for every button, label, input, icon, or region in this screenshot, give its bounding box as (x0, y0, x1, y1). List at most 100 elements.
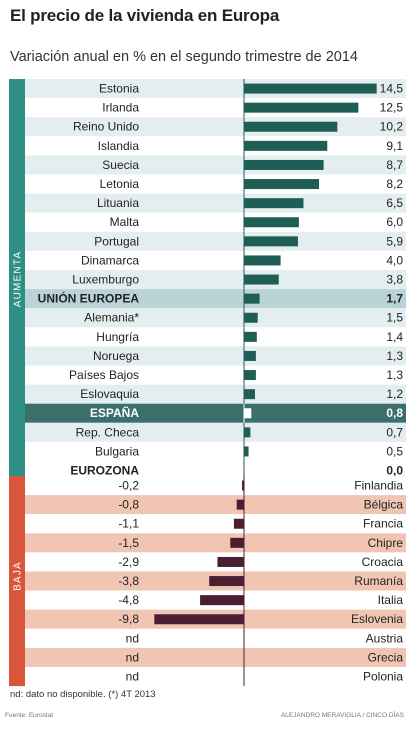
row-background (25, 403, 406, 423)
country-label: Bulgaria (95, 444, 139, 458)
country-label: Malta (110, 215, 140, 229)
row-noruega: Noruega 1,3 (25, 346, 406, 366)
bar (244, 408, 252, 419)
row-croacia: -2,9 Croacia (25, 552, 406, 572)
country-label: Rumanía (354, 574, 403, 588)
bar (236, 499, 244, 510)
bar (200, 595, 244, 606)
value-label: -9,8 (118, 612, 139, 626)
value-label: 0,5 (386, 444, 403, 458)
country-label: Reino Unido (73, 120, 139, 134)
bar (244, 83, 377, 94)
bar (244, 236, 298, 247)
row-background (25, 136, 406, 156)
row-austria: nd Austria (25, 628, 406, 648)
row-background (25, 308, 406, 328)
country-label: Bélgica (364, 498, 404, 512)
value-label: 1,5 (386, 311, 403, 325)
value-label: -1,1 (118, 517, 139, 531)
bar (244, 389, 255, 400)
row-background (25, 174, 406, 194)
value-label: 1,3 (386, 349, 403, 363)
country-label: Finlandia (354, 479, 403, 493)
country-label: EUROZONA (70, 464, 139, 478)
country-label: Italia (378, 593, 404, 607)
chart-subtitle: Variación anual en % en el segundo trime… (10, 49, 358, 65)
row-background (25, 384, 406, 404)
country-label: Croacia (362, 555, 404, 569)
bar (230, 537, 244, 548)
value-label: -4,8 (118, 593, 139, 607)
country-label: Luxemburgo (72, 273, 139, 287)
bar (244, 350, 256, 361)
row-background (25, 461, 406, 481)
bar (244, 255, 281, 266)
bar (233, 518, 244, 529)
country-label: Grecia (368, 650, 404, 664)
row-reino-unido: Reino Unido 10,2 (25, 117, 406, 137)
credit-note: ALEJANDRO MERAVIGLIA / CINCO DÍAS (280, 712, 404, 719)
bar (209, 576, 244, 587)
row-letonia: Letonia 8,2 (25, 174, 406, 194)
bar (244, 217, 299, 228)
country-label: Países Bajos (69, 368, 139, 382)
baja-band (9, 476, 25, 687)
value-label: 1,4 (386, 330, 403, 344)
value-label: 0,8 (386, 406, 403, 420)
bar (244, 274, 279, 285)
value-label: 8,7 (386, 158, 403, 172)
source-note: Fuente: Eurostat (5, 712, 54, 719)
bar (244, 293, 260, 304)
value-label: 12,5 (380, 101, 404, 115)
bar (154, 614, 244, 625)
row-chipre: -1,5 Chipre (25, 533, 406, 553)
row-rumanía: -3,8 Rumanía (25, 571, 406, 591)
bar (244, 427, 251, 438)
country-label: Polonia (363, 670, 403, 684)
row-eslovaquia: Eslovaquia 1,2 (25, 384, 406, 404)
country-label: Eslovenia (351, 612, 403, 626)
bar (244, 121, 338, 132)
country-label: Estonia (99, 82, 139, 96)
row-italia: -4,8 Italia (25, 590, 406, 610)
row-irlanda: Irlanda 12,5 (25, 98, 406, 118)
bar (244, 179, 320, 190)
value-label: -0,2 (118, 479, 139, 493)
bar (244, 140, 328, 151)
row-lituania: Lituania 6,5 (25, 193, 406, 213)
row-background (25, 647, 406, 667)
country-label: Rep. Checa (76, 425, 140, 439)
row-portugal: Portugal 5,9 (25, 231, 406, 251)
row-francia: -1,1 Francia (25, 514, 406, 534)
row-grecia: nd Grecia (25, 647, 406, 667)
value-label: nd (126, 650, 139, 664)
value-label: -0,8 (118, 498, 139, 512)
row-luxemburgo: Luxemburgo 3,8 (25, 270, 406, 290)
value-label: 8,2 (386, 177, 403, 191)
row-españa: ESPAÑA 0,8 (25, 403, 406, 423)
row-hungría: Hungría 1,4 (25, 327, 406, 347)
country-label: Irlanda (102, 101, 139, 115)
country-label: Portugal (94, 234, 139, 248)
row-background (25, 365, 406, 385)
country-label: UNIÓN EUROPEA (38, 291, 140, 306)
country-label: Lituania (97, 196, 139, 210)
value-label: 0,7 (386, 425, 403, 439)
value-label: nd (126, 670, 139, 684)
bar (244, 102, 359, 113)
row-background (25, 193, 406, 213)
value-label: 9,1 (386, 139, 403, 153)
country-label: Alemania* (84, 311, 139, 325)
value-label: 6,5 (386, 196, 403, 210)
row-dinamarca: Dinamarca 4,0 (25, 250, 406, 270)
baja-group-label: BAJA (13, 561, 24, 591)
row-background (25, 495, 406, 515)
value-label: 4,0 (386, 253, 403, 267)
country-label: Dinamarca (81, 253, 139, 267)
country-label: ESPAÑA (90, 405, 139, 420)
row-malta: Malta 6,0 (25, 212, 406, 232)
row-background (25, 422, 406, 442)
value-label: 1,7 (386, 292, 403, 306)
value-label: 10,2 (380, 120, 404, 134)
country-label: Hungría (96, 330, 139, 344)
